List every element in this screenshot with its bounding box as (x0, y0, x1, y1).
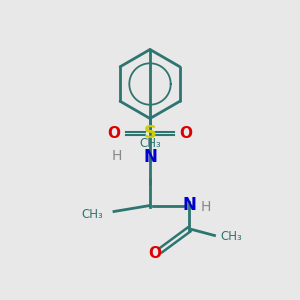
Text: CH₃: CH₃ (139, 137, 161, 150)
Text: N: N (182, 196, 196, 214)
Text: CH₃: CH₃ (220, 230, 242, 244)
Text: N: N (143, 148, 157, 166)
Text: O: O (148, 246, 162, 261)
Text: O: O (179, 126, 193, 141)
Text: O: O (107, 126, 121, 141)
Text: S: S (143, 124, 157, 142)
Text: CH₃: CH₃ (82, 208, 104, 221)
Text: H: H (112, 149, 122, 163)
Text: H: H (200, 200, 211, 214)
